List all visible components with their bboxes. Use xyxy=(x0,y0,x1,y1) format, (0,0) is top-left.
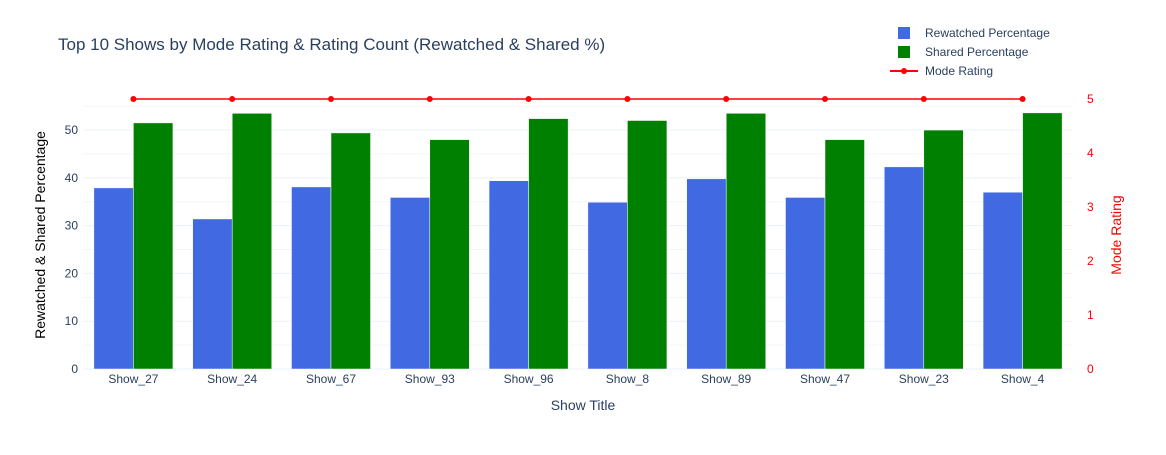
x-tick-label: Show_8 xyxy=(606,372,650,386)
mode-rating-point xyxy=(130,96,137,102)
mode-rating-point xyxy=(822,96,828,102)
bars xyxy=(93,112,1063,370)
mode-rating-point xyxy=(229,96,236,102)
shared-bar xyxy=(923,129,964,370)
shared-bar xyxy=(231,113,272,370)
shared-bar xyxy=(133,122,174,370)
x-tick-label: Show_27 xyxy=(108,372,158,386)
x-tick-label: Show_67 xyxy=(306,372,356,386)
shared-bar xyxy=(1022,112,1063,370)
rewatched-bar xyxy=(192,218,233,370)
rewatched-bar xyxy=(587,201,628,370)
chart-title: Top 10 Shows by Mode Rating & Rating Cou… xyxy=(58,35,605,54)
rewatched-bar xyxy=(686,178,727,370)
x-tick-label: Show_89 xyxy=(701,372,751,386)
legend-swatch xyxy=(898,46,910,58)
x-tick-label: Show_47 xyxy=(800,372,850,386)
x-tick-label: Show_24 xyxy=(207,372,257,386)
shared-bar xyxy=(725,113,766,370)
y-tick-label: 40 xyxy=(65,171,79,185)
y-tick-label: 30 xyxy=(65,219,79,233)
x-tick-label: Show_23 xyxy=(899,372,949,386)
y2-tick-label: 4 xyxy=(1087,146,1094,160)
rewatched-bar xyxy=(982,191,1023,370)
shared-bar xyxy=(824,139,865,370)
y2-axis-title: Mode Rating xyxy=(1108,195,1124,274)
mode-rating-line-layer xyxy=(130,96,1026,102)
legend: Rewatched Percentage Shared Percentage Mod… xyxy=(890,26,1050,78)
y2-tick-label: 5 xyxy=(1087,92,1094,106)
y-tick-label: 50 xyxy=(65,123,79,137)
y2-tick-label: 3 xyxy=(1087,200,1094,214)
rewatched-bar xyxy=(785,197,826,370)
shared-bar xyxy=(528,118,569,370)
mode-rating-point xyxy=(723,96,730,102)
mode-rating-point xyxy=(525,96,532,102)
y-tick-label: 20 xyxy=(65,266,79,280)
y-tick-label: 0 xyxy=(71,362,78,376)
legend-label: Rewatched Percentage xyxy=(925,26,1050,40)
legend-label: Mode Rating xyxy=(925,64,993,78)
shared-bar xyxy=(330,132,371,370)
legend-swatch xyxy=(898,27,910,39)
y-tick-label: 10 xyxy=(65,314,79,328)
legend-label: Shared Percentage xyxy=(925,45,1029,59)
y-axis-right: 0 1 2 3 4 5 xyxy=(1087,92,1094,376)
mode-rating-point xyxy=(624,96,631,102)
y2-tick-label: 0 xyxy=(1087,362,1094,376)
y-axis-left: 0 10 20 30 40 50 xyxy=(65,123,79,376)
mode-rating-point xyxy=(1019,96,1026,102)
mode-rating-point xyxy=(328,96,334,102)
mode-rating-point xyxy=(920,96,927,102)
y-axis-title: Rewatched & Shared Percentage xyxy=(32,131,48,339)
rewatched-bar xyxy=(488,180,529,370)
mode-rating-point xyxy=(426,96,433,102)
x-tick-label: Show_93 xyxy=(405,372,455,386)
x-tick-label: Show_4 xyxy=(1001,372,1045,386)
x-axis: Show_27 Show_24 Show_67 Show_93 Show_96 Show_… xyxy=(108,372,1044,386)
x-axis-title: Show Title xyxy=(551,397,616,413)
y2-tick-label: 2 xyxy=(1087,254,1094,268)
legend-marker xyxy=(901,68,907,74)
shared-bar xyxy=(429,139,470,370)
x-tick-label: Show_96 xyxy=(504,372,554,386)
rewatched-bar xyxy=(291,186,332,370)
rewatched-bar xyxy=(390,197,431,370)
y2-tick-label: 1 xyxy=(1087,308,1094,322)
shared-bar xyxy=(627,120,668,370)
rewatched-bar xyxy=(93,187,134,370)
rewatched-bar xyxy=(884,166,925,370)
